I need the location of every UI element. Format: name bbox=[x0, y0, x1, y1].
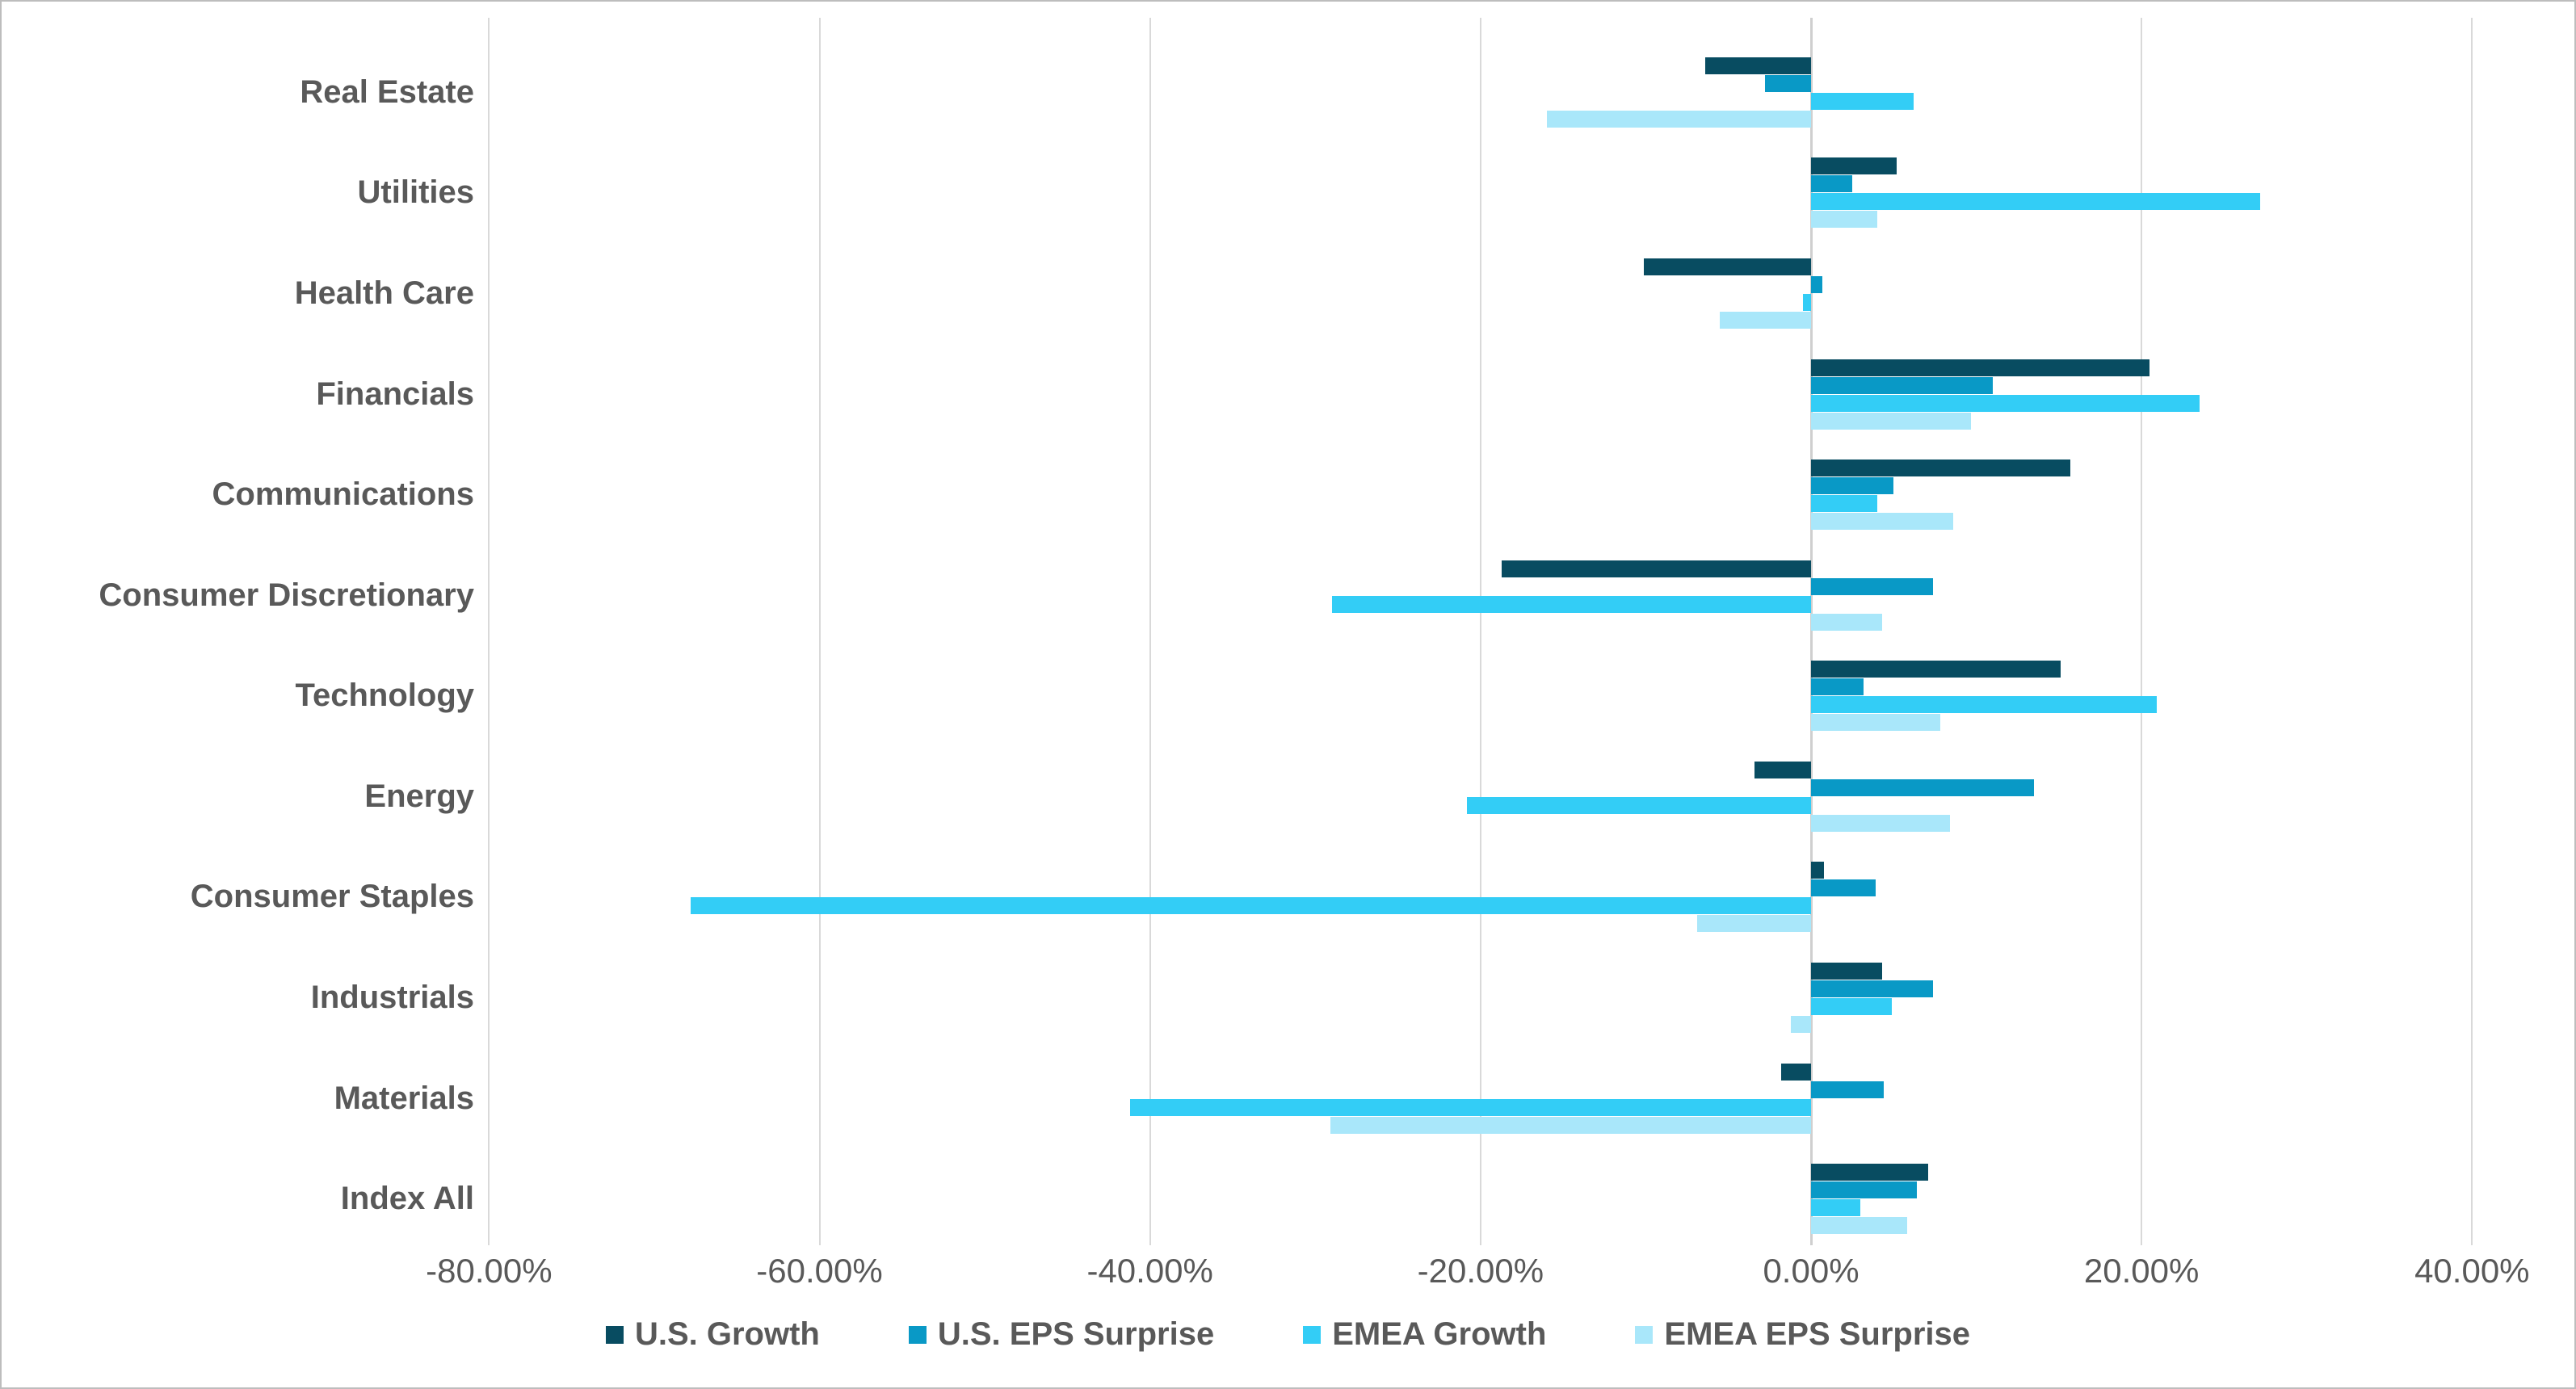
bar-emea-eps-surprise bbox=[1811, 1217, 1907, 1235]
legend-swatch-icon bbox=[1303, 1325, 1322, 1344]
bar-u-s-growth bbox=[1811, 460, 2071, 477]
gridline bbox=[1479, 18, 1481, 1245]
category-label: Consumer Staples bbox=[190, 879, 474, 915]
bar-u-s-eps-surprise bbox=[1811, 678, 1864, 696]
bar-u-s-growth bbox=[1811, 1164, 1929, 1181]
bar-u-s-eps-surprise bbox=[1811, 275, 1823, 293]
bar-u-s-growth bbox=[1811, 963, 1882, 980]
bar-emea-eps-surprise bbox=[1330, 1116, 1811, 1134]
bar-emea-eps-surprise bbox=[1811, 412, 1972, 430]
bar-u-s-growth bbox=[1502, 560, 1811, 577]
category-label: Index All bbox=[340, 1181, 474, 1217]
bar-emea-growth bbox=[1811, 696, 2157, 714]
legend-item: U.S. EPS Surprise bbox=[908, 1316, 1215, 1353]
category-label: Utilities bbox=[357, 174, 474, 211]
bar-u-s-eps-surprise bbox=[1811, 376, 1994, 394]
category-label: Communications bbox=[212, 476, 474, 513]
legend-item: U.S. Growth bbox=[605, 1316, 820, 1353]
bar-emea-eps-surprise bbox=[1811, 513, 1953, 531]
bar-emea-eps-surprise bbox=[1546, 110, 1811, 128]
category-label: Materials bbox=[334, 1080, 474, 1116]
bar-emea-growth bbox=[1811, 92, 1914, 110]
x-axis-tick-label: 0.00% bbox=[1763, 1252, 1860, 1290]
bar-u-s-eps-surprise bbox=[1811, 477, 1894, 495]
gridline bbox=[818, 18, 821, 1245]
bar-emea-growth bbox=[1467, 796, 1811, 814]
bar-emea-growth bbox=[1811, 193, 2261, 211]
x-axis-tick-label: -80.00% bbox=[426, 1252, 553, 1290]
bar-u-s-eps-surprise bbox=[1811, 1181, 1917, 1199]
bar-emea-eps-surprise bbox=[1811, 814, 1950, 832]
x-axis-tick-label: -60.00% bbox=[756, 1252, 883, 1290]
bar-emea-growth bbox=[1811, 998, 1893, 1016]
bar-u-s-growth bbox=[1754, 761, 1811, 778]
bar-u-s-eps-surprise bbox=[1811, 980, 1934, 998]
gridline bbox=[1149, 18, 1151, 1245]
x-axis-tick-label: -40.00% bbox=[1086, 1252, 1213, 1290]
x-axis-tick-label: -20.00% bbox=[1417, 1252, 1544, 1290]
bar-u-s-growth bbox=[1644, 258, 1811, 275]
category-label: Consumer Discretionary bbox=[99, 577, 474, 613]
x-axis-tick-label: 20.00% bbox=[2083, 1252, 2200, 1290]
bar-u-s-eps-surprise bbox=[1811, 1081, 1884, 1098]
legend-swatch-icon bbox=[1635, 1325, 1654, 1344]
legend-item: EMEA Growth bbox=[1303, 1316, 1546, 1353]
bar-emea-eps-surprise bbox=[1811, 613, 1882, 631]
bar-u-s-eps-surprise bbox=[1764, 74, 1811, 92]
bar-u-s-eps-surprise bbox=[1811, 879, 1876, 897]
bar-emea-eps-surprise bbox=[1696, 915, 1811, 933]
bar-u-s-growth bbox=[1811, 661, 2061, 678]
legend-label: EMEA EPS Surprise bbox=[1664, 1316, 1971, 1352]
bar-u-s-growth bbox=[1811, 359, 2150, 376]
legend-swatch-icon bbox=[605, 1325, 624, 1344]
category-label: Technology bbox=[295, 678, 474, 714]
bar-emea-growth bbox=[1811, 495, 1877, 513]
bar-emea-eps-surprise bbox=[1811, 714, 1940, 732]
legend-label: U.S. EPS Surprise bbox=[937, 1316, 1215, 1352]
category-label: Health Care bbox=[294, 275, 474, 311]
bar-emea-growth bbox=[1811, 394, 2200, 412]
bar-u-s-eps-surprise bbox=[1811, 778, 2035, 796]
gridline bbox=[488, 18, 490, 1245]
bar-emea-growth bbox=[1130, 1098, 1811, 1116]
category-label: Energy bbox=[364, 778, 474, 814]
legend-item: EMEA EPS Surprise bbox=[1635, 1316, 1970, 1353]
category-label: Industrials bbox=[310, 980, 474, 1016]
bar-emea-eps-surprise bbox=[1811, 211, 1877, 229]
bar-u-s-growth bbox=[1705, 57, 1811, 74]
bar-emea-growth bbox=[1331, 595, 1811, 613]
gridline bbox=[2141, 18, 2143, 1245]
zero-axis-line bbox=[1809, 18, 1813, 1245]
bar-emea-growth bbox=[1811, 1199, 1861, 1217]
gridline bbox=[2471, 18, 2473, 1245]
bar-emea-eps-surprise bbox=[1791, 1016, 1811, 1034]
bar-u-s-eps-surprise bbox=[1811, 577, 1934, 595]
bar-emea-growth bbox=[690, 897, 1811, 915]
category-label: Real Estate bbox=[300, 73, 474, 110]
bar-emea-growth bbox=[1802, 293, 1811, 311]
bar-u-s-growth bbox=[1811, 862, 1825, 879]
bar-u-s-growth bbox=[1811, 157, 1897, 175]
x-axis-tick-label: 40.00% bbox=[2414, 1252, 2530, 1290]
category-label: Financials bbox=[316, 376, 474, 412]
legend-label: EMEA Growth bbox=[1332, 1316, 1547, 1352]
bar-emea-eps-surprise bbox=[1720, 311, 1811, 329]
bar-u-s-eps-surprise bbox=[1811, 175, 1853, 193]
legend-swatch-icon bbox=[908, 1325, 927, 1344]
legend-label: U.S. Growth bbox=[634, 1316, 820, 1352]
bar-u-s-growth bbox=[1781, 1063, 1811, 1081]
chart-legend: U.S. Growth U.S. EPS Surprise EMEA Growth E… bbox=[2, 1316, 2574, 1353]
